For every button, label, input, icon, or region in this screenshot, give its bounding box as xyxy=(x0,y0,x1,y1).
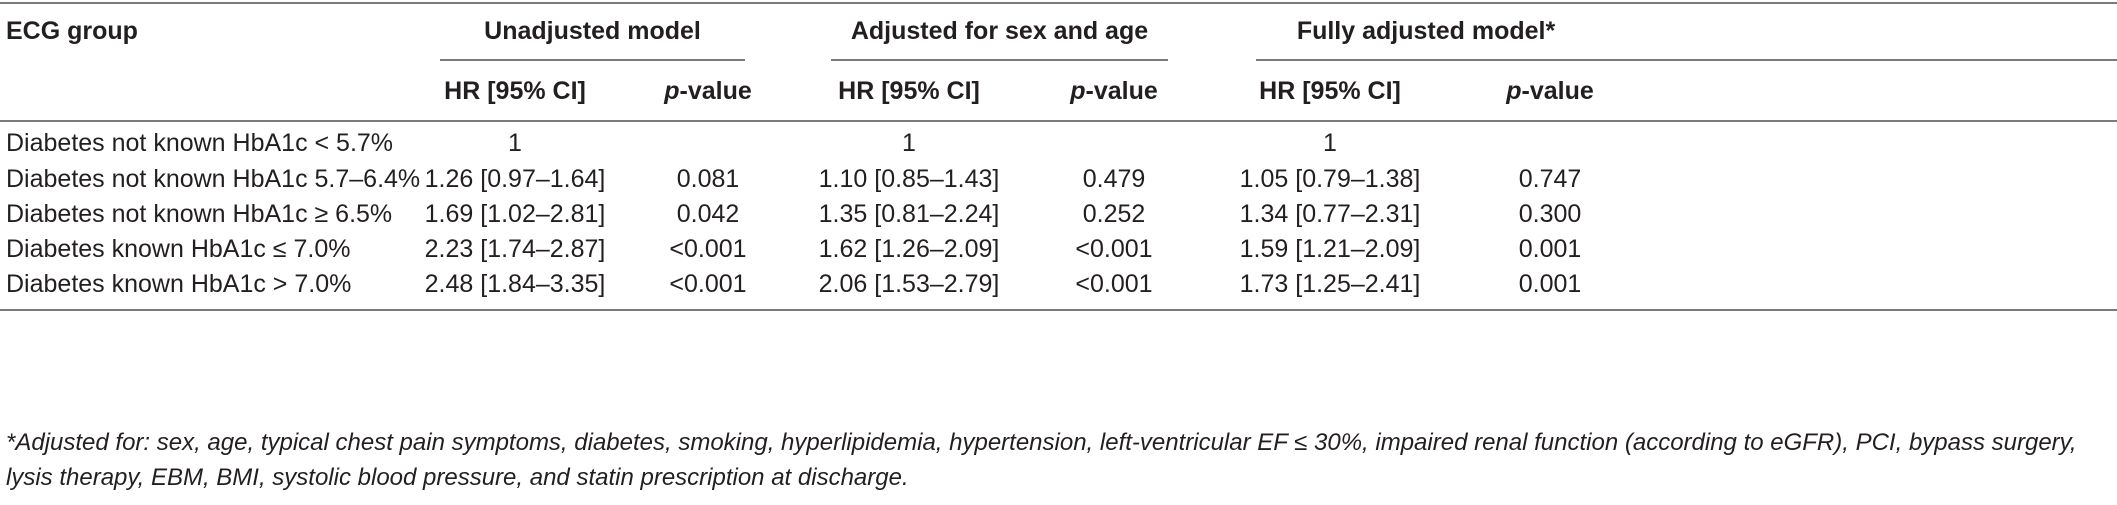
header-p-value-1: p-value xyxy=(664,77,752,105)
hr-ci-cell: 1.34 [0.77–2.31] xyxy=(1239,200,1421,228)
p-value-cell: 0.252 xyxy=(1082,200,1146,228)
row-label: Diabetes known HbA1c > 7.0% xyxy=(6,270,352,298)
header-p-value-2: p-value xyxy=(1070,77,1158,105)
p-value-cell: <0.001 xyxy=(1075,235,1153,263)
header-adjusted-sex-age: Adjusted for sex and age xyxy=(850,17,1149,45)
row-label: Diabetes not known HbA1c < 5.7% xyxy=(6,129,394,157)
table-footnote: *Adjusted for: sex, age, typical chest p… xyxy=(6,429,2077,491)
header-unadjusted-model: Unadjusted model xyxy=(484,17,701,45)
hr-ci-cell: 2.06 [1.53–2.79] xyxy=(818,270,1000,298)
header-rule xyxy=(0,120,2117,122)
header-hr-ci-2: HR [95% CI] xyxy=(838,77,980,105)
p-value-cell: <0.001 xyxy=(669,235,747,263)
hr-ci-cell: 1.26 [0.97–1.64] xyxy=(424,165,606,193)
hr-ci-cell: 1.10 [0.85–1.43] xyxy=(818,165,1000,193)
p-value-cell: 0.479 xyxy=(1082,165,1146,193)
hr-ci-cell: 1.35 [0.81–2.24] xyxy=(818,200,1000,228)
group-underline-1 xyxy=(440,59,745,61)
bottom-rule xyxy=(0,309,2117,311)
header-hr-ci-3: HR [95% CI] xyxy=(1259,77,1401,105)
hr-ci-cell: 1 xyxy=(902,129,916,157)
hr-ci-cell: 1 xyxy=(1323,129,1337,157)
row-label: Diabetes not known HbA1c ≥ 6.5% xyxy=(6,200,393,228)
p-value-cell: <0.001 xyxy=(669,270,747,298)
group-underline-3 xyxy=(1256,59,2117,61)
p-value-cell: 0.042 xyxy=(676,200,740,228)
hr-ci-cell: 1 xyxy=(508,129,522,157)
hr-ci-cell: 1.69 [1.02–2.81] xyxy=(424,200,606,228)
p-value-cell: <0.001 xyxy=(1075,270,1153,298)
p-value-cell: 0.747 xyxy=(1518,165,1582,193)
hr-ci-cell: 1.73 [1.25–2.41] xyxy=(1239,270,1421,298)
header-p-value-3: p-value xyxy=(1506,77,1594,105)
p-value-cell: 0.300 xyxy=(1518,200,1582,228)
row-label: Diabetes not known HbA1c 5.7–6.4% xyxy=(6,165,421,193)
hr-ci-cell: 1.59 [1.21–2.09] xyxy=(1239,235,1421,263)
hr-ci-cell: 2.23 [1.74–2.87] xyxy=(424,235,606,263)
hr-ci-cell: 1.05 [0.79–1.38] xyxy=(1239,165,1421,193)
header-ecg-group: ECG group xyxy=(6,17,138,45)
p-value-cell: 0.081 xyxy=(676,165,740,193)
row-label: Diabetes known HbA1c ≤ 7.0% xyxy=(6,235,351,263)
group-underline-2 xyxy=(831,59,1168,61)
hr-ci-cell: 2.48 [1.84–3.35] xyxy=(424,270,606,298)
hr-ci-cell: 1.62 [1.26–2.09] xyxy=(818,235,1000,263)
p-value-cell: 0.001 xyxy=(1518,235,1582,263)
top-rule xyxy=(0,2,2117,4)
header-hr-ci-1: HR [95% CI] xyxy=(444,77,586,105)
header-fully-adjusted-model: Fully adjusted model* xyxy=(1296,17,1556,45)
p-value-cell: 0.001 xyxy=(1518,270,1582,298)
